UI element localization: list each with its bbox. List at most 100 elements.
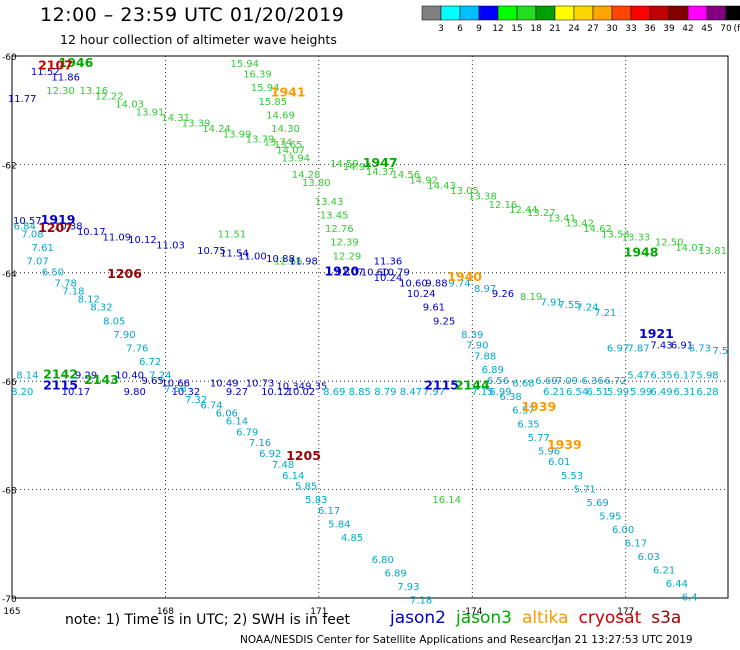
wave-height-label-cyan: 7.18: [410, 595, 432, 606]
wave-height-label-cyan: 5.85: [295, 482, 317, 493]
wave-height-label-jason3: 15.94: [230, 59, 259, 70]
wave-height-label-cyan: 7.21: [594, 308, 616, 319]
wave-height-label-cyan: 6.73: [689, 343, 711, 354]
x-tick-label: 168: [157, 607, 174, 617]
wave-height-label-cyan: 8.39: [461, 330, 483, 341]
colorbar-tick-label: 30: [606, 24, 618, 34]
wave-height-label-jason3: 8.19: [520, 292, 542, 303]
wave-height-label-jason3: 12.39: [330, 238, 359, 249]
wave-height-label-cyan: 5.96: [538, 446, 560, 457]
wave-height-label-jason2: 10.02: [287, 387, 316, 398]
colorbar-swatch: [725, 5, 740, 21]
wave-height-label-jason2: 9.35: [305, 381, 327, 392]
wave-height-label-cyan: 7.90: [466, 341, 488, 352]
wave-height-label-jason3: 14.43: [427, 181, 456, 192]
wave-height-label-jason2: 11.77: [8, 94, 37, 105]
wave-height-label-cyan: 8.79: [374, 387, 396, 398]
wave-height-label-jason3: 13.16: [80, 86, 109, 97]
pass-time-label: 2143: [84, 372, 119, 387]
wave-height-label-jason3: 13.94: [282, 154, 311, 165]
x-tick-label: -174: [462, 607, 483, 617]
pass-time-label: 1947: [363, 155, 398, 170]
wave-height-label-cyan: 8.32: [90, 303, 112, 314]
wave-height-label-cyan: 8.47: [400, 387, 422, 398]
legend-entry-altika: altika: [522, 608, 569, 628]
wave-height-label-cyan: 7.24: [149, 370, 171, 381]
wave-height-label-cyan: 5.99: [607, 387, 629, 398]
wave-height-label-cyan: 6.74: [200, 400, 222, 411]
wave-height-label-jason2: 7.43: [650, 341, 672, 352]
wave-height-label-cyan: 8.85: [349, 387, 371, 398]
pass-time-label: 1941: [271, 85, 306, 100]
wave-height-label-cyan: 6.35: [650, 370, 672, 381]
wave-height-label-jason2: 10.88: [266, 254, 295, 265]
wave-height-label-jason3: 13.39: [182, 118, 211, 129]
y-tick-label: -60: [2, 53, 17, 63]
pass-time-label: 1940: [447, 269, 482, 284]
wave-height-label-cyan: 4.85: [341, 533, 363, 544]
pass-time-label: 1920: [324, 264, 359, 279]
x-tick-label: 165: [3, 607, 20, 617]
wave-height-label-jason2: 10.38: [54, 221, 83, 232]
wave-height-label-cyan: 7.58: [165, 384, 187, 395]
wave-height-label-jason3: 13.80: [302, 178, 331, 189]
y-tick-label: -66: [2, 378, 17, 388]
wave-height-label-cyan: 7.16: [249, 438, 271, 449]
wave-height-label-cyan: 6.92: [259, 449, 281, 460]
wave-height-label-cyan: 6.14: [282, 471, 304, 482]
wave-height-label-jason3: 13.91: [136, 108, 165, 119]
wave-height-label-cyan: 7.88: [474, 352, 496, 363]
wave-height-label-jason2: 11.98: [289, 257, 318, 268]
wave-height-label-cyan: 6.44: [666, 579, 688, 590]
wave-height-label-cyan: 5.83: [305, 495, 327, 506]
wave-height-label-cyan: 6.80: [372, 555, 394, 566]
wave-height-label-jason3: 13.74: [264, 137, 293, 148]
wave-height-label-cyan: 6.17: [625, 539, 647, 550]
plot-area: 165 168 171 -174 177 -60 -62 -64 -66 -68 -70 12.30 1…: [2, 53, 729, 617]
wave-height-label-jason3: 13.81: [698, 246, 727, 257]
pass-time-label: 2115: [43, 377, 78, 392]
wave-height-label-jason3: 14.97: [343, 162, 372, 173]
wave-height-label-cyan: 5.53: [561, 471, 583, 482]
wave-height-label-jason3: 13.79: [246, 135, 275, 146]
wave-height-label-jason3: 14.59: [330, 159, 359, 170]
wave-height-label-jason2: 11.03: [156, 240, 185, 251]
colorbar-tick-label: 21: [549, 24, 560, 34]
wave-height-label-jason3: 13.45: [320, 211, 349, 222]
wave-height-label-cyan: 6.54: [566, 387, 588, 398]
pass-time-label: 1919: [41, 212, 76, 227]
wave-height-label-jason2: 10.12: [261, 387, 290, 398]
wave-height-label-cyan: 6.69: [535, 376, 557, 387]
colorbar-tick-label: 70: [720, 24, 732, 34]
pass-time-label: 2107: [38, 58, 73, 73]
wave-height-label-jason3: 14.07: [675, 243, 704, 254]
wave-height-label-cyan: 6.35: [517, 419, 539, 430]
colorbar-tick-label: 27: [587, 24, 598, 34]
wave-height-label-jason3: 14.30: [271, 124, 300, 135]
pass-time-label: 2115: [424, 377, 459, 392]
wave-height-label-cyan: 6.17: [673, 370, 695, 381]
wave-height-label-cyan: 5.77: [528, 433, 550, 444]
wave-height-label-cyan: 6.28: [696, 387, 718, 398]
wave-height-label-cyan: 7.76: [126, 343, 148, 354]
wave-height-label-jason2: 10.75: [197, 246, 226, 257]
wave-height-label-jason2: 9.65: [142, 376, 164, 387]
wave-height-label-jason3: 13.53: [601, 230, 630, 241]
wave-height-label-jason3: 14.92: [409, 175, 438, 186]
colorbar-tick-label: 24: [568, 24, 580, 34]
colorbar-tick-label: 6: [457, 24, 463, 34]
wave-height-label-cyan: 6.97: [607, 343, 629, 354]
wave-height-label-jason2: 9.27: [226, 387, 248, 398]
wave-height-label-cyan: 6.4: [682, 593, 698, 604]
wave-height-label-cyan: 8.12: [78, 295, 100, 306]
colorbar-unit: (ft): [733, 24, 740, 34]
colorbar-tick-label: 15: [511, 24, 522, 34]
legend-entry-jason2: jason2: [390, 608, 446, 628]
wave-height-label-cyan: 7.48: [272, 460, 294, 471]
legend-entry-jason3: jason3: [456, 608, 512, 628]
wave-height-label-cyan: 6.79: [236, 427, 258, 438]
wave-height-label-jason2: 10.24: [407, 289, 436, 300]
wave-height-label-cyan: 7.78: [55, 278, 77, 289]
wave-height-label-cyan: 6.14: [226, 417, 248, 428]
y-tick-label: -70: [2, 595, 17, 605]
